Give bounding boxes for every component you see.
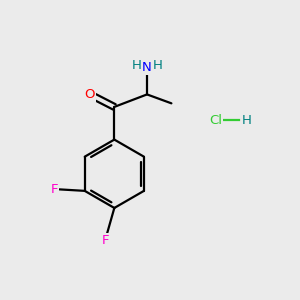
Text: F: F <box>102 234 109 247</box>
Text: H: H <box>152 59 162 72</box>
Text: Cl: Cl <box>209 114 222 127</box>
Text: O: O <box>85 88 95 101</box>
Text: N: N <box>142 61 152 74</box>
Text: H: H <box>132 59 142 72</box>
Text: F: F <box>50 183 58 196</box>
Text: H: H <box>242 114 251 127</box>
